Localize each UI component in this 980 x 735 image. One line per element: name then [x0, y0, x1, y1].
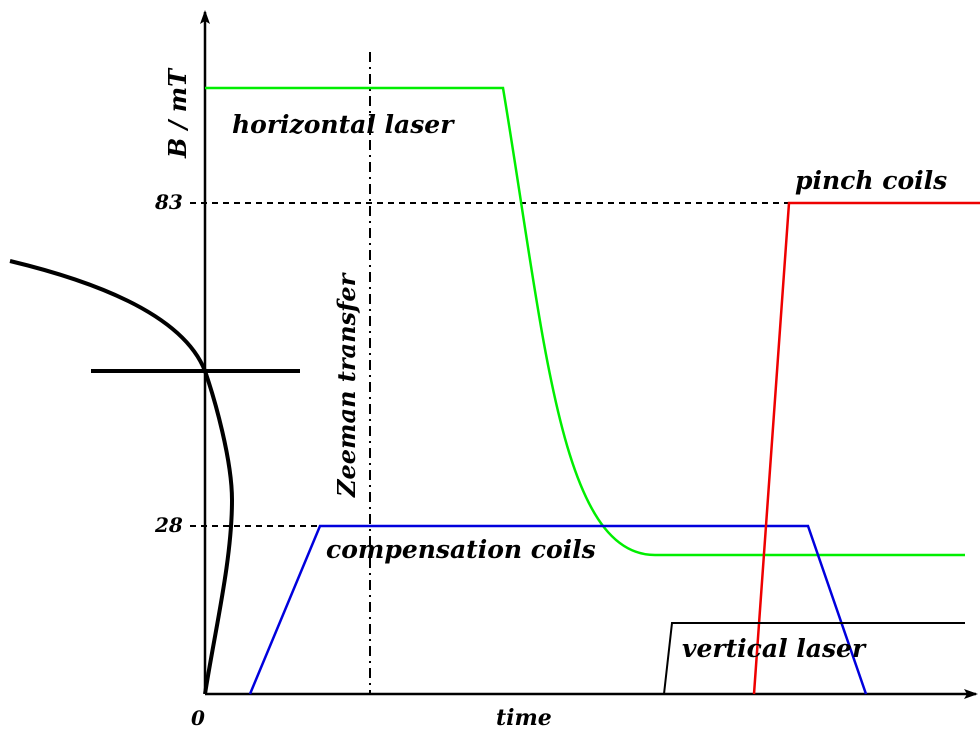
- pinch-coils-curve: [752, 201, 980, 695]
- field-profile-curve: [9, 259, 235, 695]
- horizontal-laser-label: horizontal laser: [232, 110, 455, 139]
- compensation-coils-label: compensation coils: [326, 535, 596, 564]
- horizontal-laser-curve: [205, 86, 965, 557]
- tick-label-83: 83: [154, 190, 183, 214]
- pinch-coils-label: pinch coils: [795, 166, 947, 195]
- x-axis-label: time: [496, 705, 552, 731]
- origin-label: 0: [191, 706, 205, 730]
- zeeman-transfer-label: Zeeman transfer: [332, 271, 361, 498]
- y-axis-label: B / mT: [163, 67, 192, 159]
- vertical-laser-curve: [663, 622, 965, 695]
- tick-label-28: 28: [154, 513, 183, 537]
- compensation-coils-curve: [248, 524, 868, 695]
- vertical-laser-label: vertical laser: [682, 634, 867, 663]
